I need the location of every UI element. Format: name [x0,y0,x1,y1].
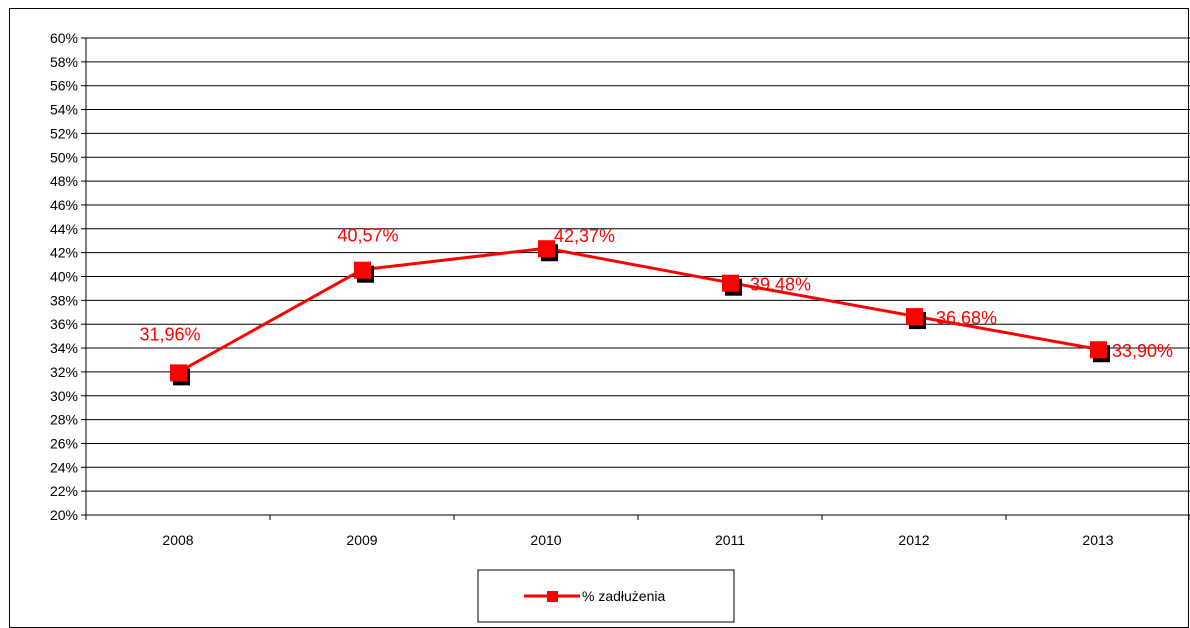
legend: % zadłużenia [477,569,735,623]
data-point [906,308,923,326]
y-tick-label: 40% [50,269,78,285]
legend-marker-swatch [547,591,558,602]
y-tick-label: 26% [50,435,78,451]
y-tick-label: 48% [50,173,78,189]
data-label: 36,68% [936,308,997,328]
data-label: 42,37% [554,226,615,246]
y-tick-label: 58% [50,54,78,70]
data-point [538,240,555,258]
y-tick-label: 24% [50,459,78,475]
data-label: 39,48% [750,275,811,295]
data-point [170,364,187,382]
y-tick-label: 46% [50,197,78,213]
y-tick-label: 38% [50,292,78,308]
y-tick-label: 20% [50,507,78,523]
y-axis: 20% 22% 24% 26% 28% 30% 32% 34% 36% 38% 40% 42% 44% 4… [50,30,87,523]
y-tick-label: 28% [50,412,78,428]
data-point [354,261,371,279]
x-tick-label: 2008 [162,532,193,548]
chart-frame [9,8,1189,628]
data-point [1090,341,1107,359]
y-tick-label: 54% [50,102,78,118]
y-tick-label: 32% [50,364,78,380]
y-tick-label: 56% [50,78,78,94]
data-labels: 31,96% 40,57% 42,37% 39,48% 36,68% 33,90% [139,226,1173,362]
y-tick-label: 22% [50,483,78,499]
x-tick-label: 2011 [715,532,745,548]
y-tick-label: 52% [50,125,78,141]
x-tick-label: 2009 [346,532,377,548]
x-tick-label: 2010 [530,532,561,548]
y-tick-label: 36% [50,316,78,332]
data-label: 33,90% [1112,341,1173,361]
series-layer [170,240,1110,386]
y-tick-label: 60% [50,30,78,46]
legend-box [477,569,735,623]
y-tick-label: 42% [50,245,78,261]
x-tick-label: 2012 [898,532,929,548]
x-axis: 2008 2009 2010 2011 2012 2013 [85,514,1190,548]
data-label: 31,96% [139,324,200,344]
gridlines [86,37,1190,516]
data-label: 40,57% [337,226,398,246]
series-line [177,246,1099,374]
legend-label: % zadłużenia [582,588,665,604]
y-tick-label: 34% [50,340,78,356]
y-tick-label: 50% [50,149,78,165]
y-tick-label: 44% [50,221,78,237]
data-point [722,274,739,292]
x-tick-label: 2013 [1082,532,1113,548]
y-tick-label: 30% [50,388,78,404]
